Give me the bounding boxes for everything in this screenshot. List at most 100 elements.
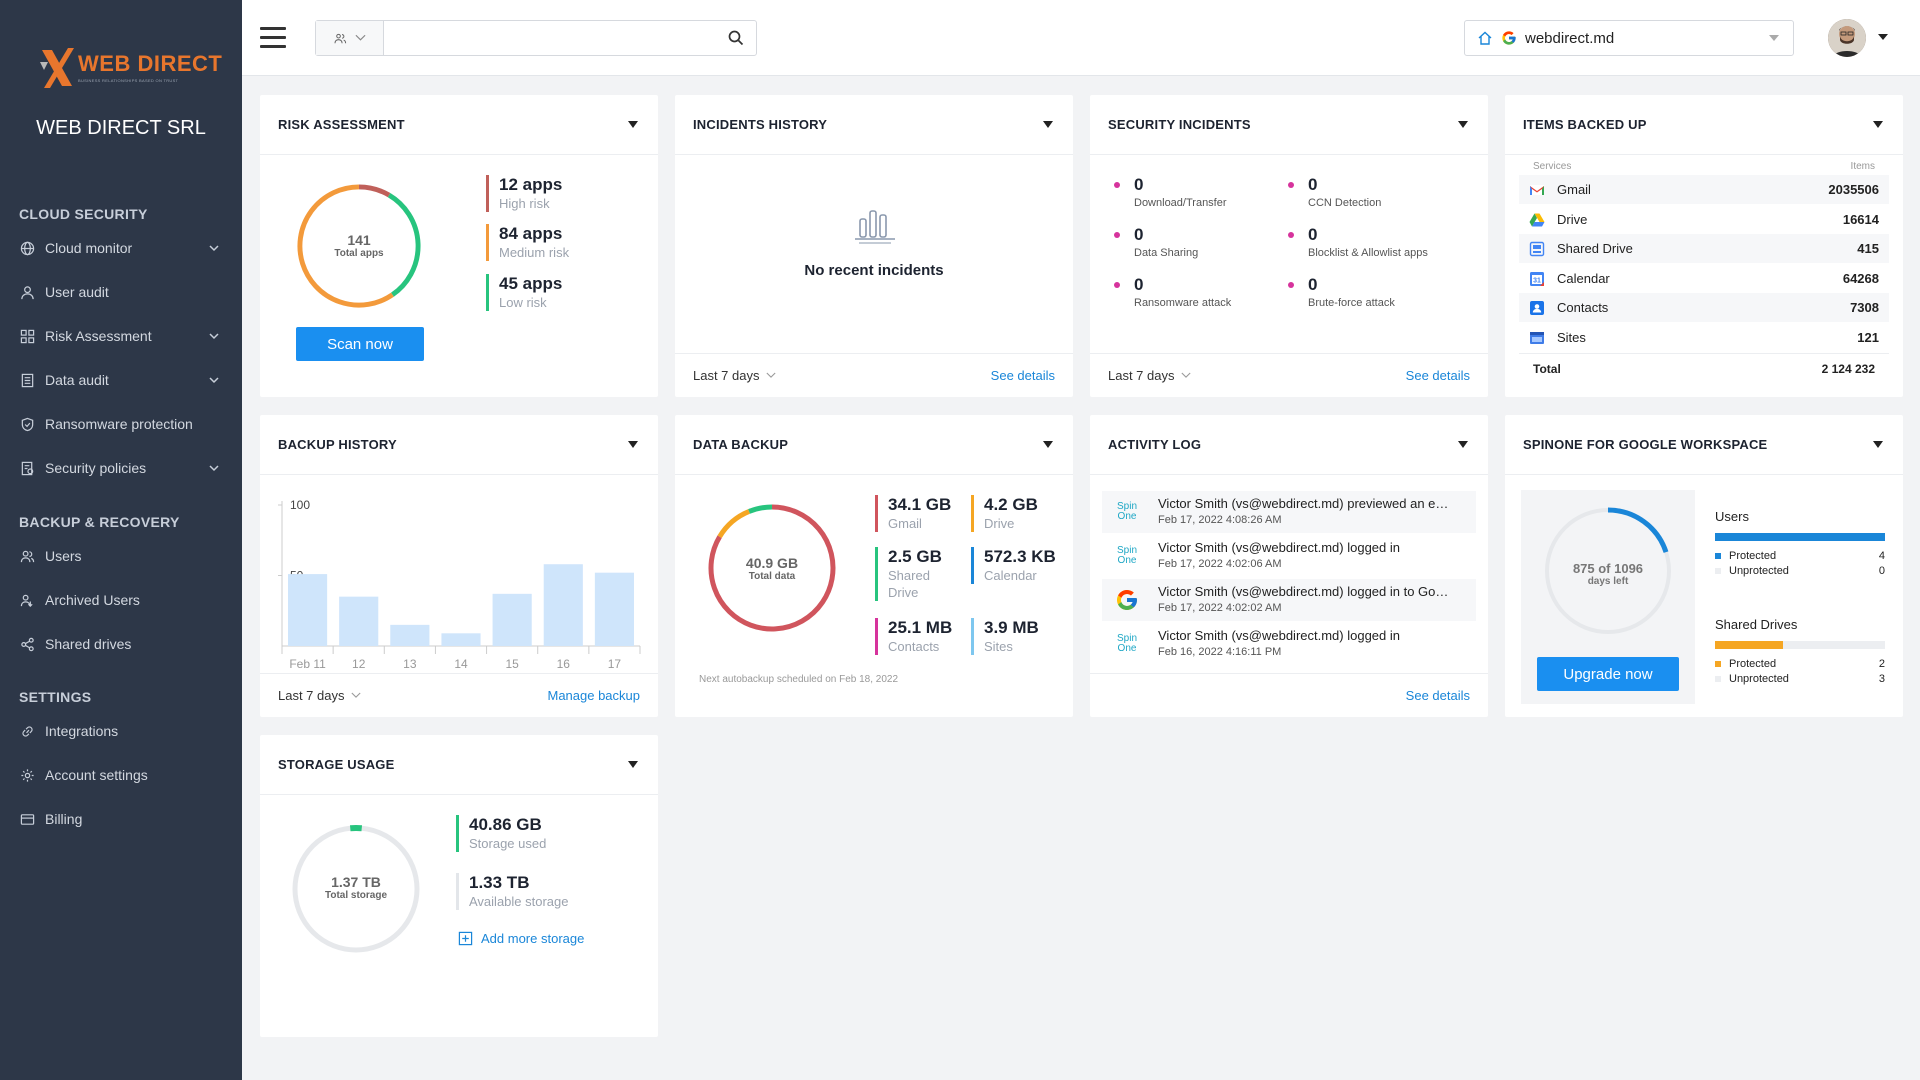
legend-label: Unprotected [1729, 565, 1789, 577]
sidebar-item-label: Integrations [45, 723, 119, 739]
caret-down-icon[interactable] [628, 121, 638, 128]
sidebar-item-user-audit[interactable]: User audit [0, 276, 242, 308]
incident-label: Ransomware attack [1134, 297, 1232, 309]
service-name: Contacts [1557, 300, 1609, 315]
drives-progress-fill [1715, 641, 1783, 649]
bar[interactable] [339, 596, 379, 646]
chevron-down-icon [765, 372, 776, 378]
activity-text: Victor Smith (vs@webdirect.md) logged in [1158, 540, 1400, 555]
list-item[interactable]: Victor Smith (vs@webdirect.md) logged in… [1102, 579, 1476, 621]
legend-label: Unprotected [1729, 673, 1789, 685]
manage-backup-link[interactable]: Manage backup [547, 688, 640, 703]
sites-icon [1530, 331, 1544, 344]
add-more-storage-link[interactable]: Add more storage [458, 931, 584, 946]
incident-count: 0 [1134, 175, 1144, 194]
domain-selector[interactable]: webdirect.md [1464, 20, 1794, 56]
service-count: 415 [1857, 241, 1879, 256]
spinone-icon: Spin One [1114, 499, 1140, 525]
bar[interactable] [441, 633, 481, 646]
list-item[interactable]: Spin One Victor Smith (vs@webdirect.md) l… [1102, 535, 1476, 577]
table-row[interactable]: Contacts 7308 [1519, 293, 1889, 322]
list-item[interactable]: Spin One Victor Smith (vs@webdirect.md) l… [1102, 623, 1476, 665]
table-row[interactable]: Shared Drive 415 [1519, 234, 1889, 263]
caret-down-icon[interactable] [628, 761, 638, 768]
upgrade-now-button[interactable]: Upgrade now [1537, 657, 1679, 691]
activity-text: Victor Smith (vs@webdirect.md) logged in [1158, 628, 1400, 643]
risk-assessment-card: RISK ASSESSMENT 141 Total apps 12 apps H… [260, 95, 658, 397]
table-row[interactable]: Sites 121 [1519, 323, 1889, 352]
spinone-icon-text: Spin [1116, 633, 1137, 644]
activity-date: Feb 16, 2022 4:16:11 PM [1158, 646, 1282, 658]
table-row[interactable]: Drive 16614 [1519, 205, 1889, 234]
sidebar-item-ransomware-protection[interactable]: Ransomware protection [0, 408, 242, 440]
sidebar-item-cloud-monitor[interactable]: Cloud monitor [0, 232, 242, 264]
contacts-icon [1530, 300, 1544, 315]
service-count: 7308 [1850, 300, 1879, 315]
caret-down-icon[interactable] [1873, 121, 1883, 128]
caret-down-icon[interactable] [1873, 441, 1883, 448]
column-header-items: Items [1850, 161, 1875, 172]
search-input[interactable] [384, 21, 716, 55]
period-dropdown[interactable]: Last 7 days [278, 688, 361, 703]
sidebar-item-shared-drives[interactable]: Shared drives [0, 628, 242, 660]
list-item[interactable]: Spin One Victor Smith (vs@webdirect.md) p… [1102, 491, 1476, 533]
card-header: STORAGE USAGE [260, 735, 658, 795]
spinone-icon: Spin One [1114, 631, 1140, 657]
medium-risk-label: Medium risk [499, 245, 570, 260]
grid-icon [19, 328, 35, 344]
caret-down-icon[interactable] [628, 441, 638, 448]
stat-label: Gmail [888, 516, 922, 531]
storage-usage-card: STORAGE USAGE 1.37 TB Total storage 40.8… [260, 735, 658, 1037]
sidebar-item-archived-users[interactable]: Archived Users [0, 584, 242, 616]
risk-donut-chart [297, 184, 421, 308]
sidebar-item-security-policies[interactable]: Security policies [0, 452, 242, 484]
table-row[interactable]: 31 Calendar 64268 [1519, 264, 1889, 293]
bar[interactable] [543, 564, 583, 646]
drive-icon [1529, 213, 1545, 226]
users-filter-icon [333, 33, 346, 43]
sidebar-item-integrations[interactable]: Integrations [0, 715, 242, 747]
stat-value: 25.1 MB [888, 618, 953, 637]
card-header: INCIDENTS HISTORY [675, 95, 1073, 155]
hamburger-menu-icon[interactable] [260, 27, 286, 49]
see-details-link[interactable]: See details [990, 368, 1055, 383]
status-dot [1288, 282, 1294, 288]
users-progress-fill [1715, 533, 1885, 541]
see-details-link[interactable]: See details [1405, 688, 1470, 703]
empty-chart-icon [855, 210, 895, 244]
sidebar-item-account-settings[interactable]: Account settings [0, 759, 242, 791]
bar[interactable] [492, 593, 532, 646]
period-dropdown[interactable]: Last 7 days [1108, 368, 1191, 383]
see-details-link[interactable]: See details [1405, 368, 1470, 383]
spinone-icon-text: One [1117, 511, 1137, 522]
total-apps-label: Total apps [334, 248, 384, 259]
caret-down-icon[interactable] [1043, 441, 1053, 448]
bar[interactable] [288, 574, 328, 646]
table-row[interactable]: Gmail 2035506 [1519, 175, 1889, 204]
high-risk-segment [358, 184, 391, 198]
stat-label: Available storage [469, 894, 569, 909]
caret-down-icon[interactable] [1458, 441, 1468, 448]
service-count: 64268 [1842, 271, 1879, 286]
bar[interactable] [594, 572, 634, 646]
period-dropdown[interactable]: Last 7 days [693, 368, 776, 383]
total-storage-value: 1.37 TB [331, 874, 381, 890]
chevron-down-icon [209, 333, 219, 340]
company-logo[interactable]: WEB DIRECT BUSINESS RELATIONSHIPS BASED … [38, 42, 222, 92]
caret-down-icon[interactable] [1043, 121, 1053, 128]
search-filter-dropdown[interactable] [316, 21, 384, 55]
bar[interactable] [390, 624, 430, 646]
scan-now-button[interactable]: Scan now [296, 327, 424, 361]
low-risk-segment [387, 193, 421, 297]
search-icon[interactable] [716, 21, 756, 55]
avatar[interactable] [1828, 19, 1866, 57]
sidebar-item-risk-assessment[interactable]: Risk Assessment [0, 320, 242, 352]
sidebar-item-users[interactable]: Users [0, 540, 242, 572]
section-title-cloud-security: CLOUD SECURITY [19, 206, 148, 222]
sidebar-item-billing[interactable]: Billing [0, 803, 242, 835]
caret-down-icon[interactable] [1458, 121, 1468, 128]
sidebar-item-data-audit[interactable]: Data audit [0, 364, 242, 396]
globe-icon [19, 240, 35, 256]
shared-drives-title: Shared Drives [1715, 617, 1798, 632]
caret-down-icon[interactable] [1878, 34, 1888, 40]
